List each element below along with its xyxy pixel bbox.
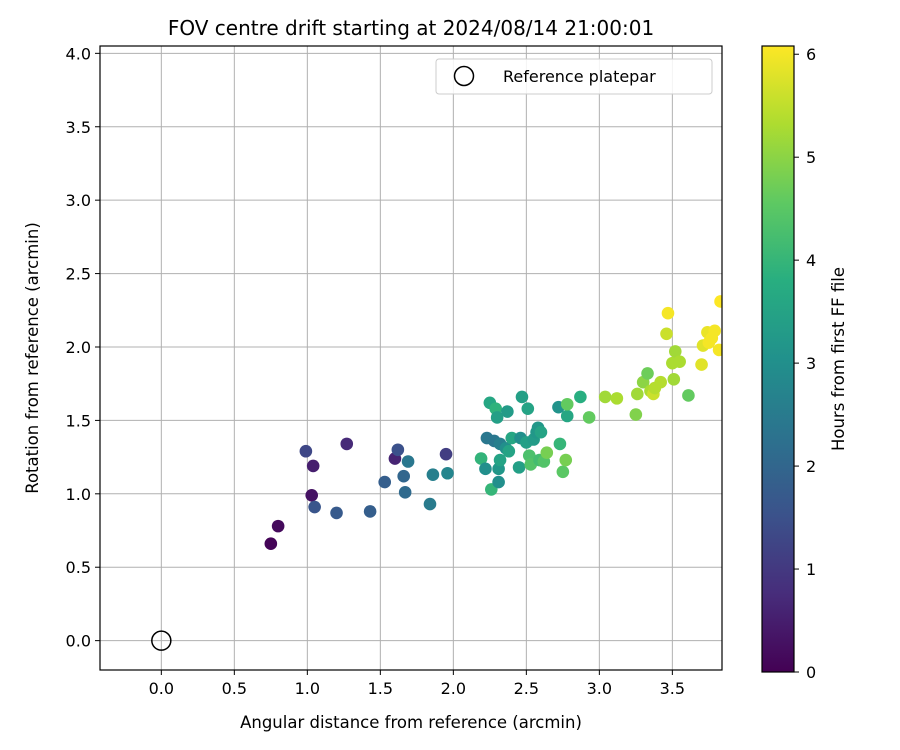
data-point	[423, 497, 437, 511]
legend: Reference platepar	[435, 58, 713, 95]
data-point	[660, 327, 673, 341]
data-point	[515, 390, 529, 404]
data-point	[308, 500, 321, 514]
x-tick-label: 3.5	[660, 679, 685, 698]
data-point	[401, 455, 415, 468]
grid-lines	[100, 46, 722, 670]
colorbar-tick-label: 6	[806, 45, 816, 64]
data-point	[479, 462, 492, 476]
data-point	[574, 390, 587, 404]
colorbar-tick-label: 2	[806, 457, 816, 476]
data-point	[391, 443, 405, 457]
data-point	[560, 397, 574, 411]
data-point	[668, 345, 682, 358]
y-tick-label: 2.0	[66, 338, 91, 357]
colorbar-label: Hours from first FF file	[829, 267, 848, 451]
data-point	[521, 402, 535, 415]
y-axis-ticks: 0.0 0.5 1.0 1.5 2.0 2.5 3.0 3.5 4.0	[66, 44, 100, 651]
data-point	[582, 411, 596, 424]
reference-point-marker	[151, 630, 172, 651]
data-point	[340, 437, 354, 451]
data-point	[264, 537, 278, 551]
data-point	[534, 425, 548, 439]
data-point	[505, 431, 519, 445]
data-point	[398, 486, 412, 499]
data-point	[330, 506, 343, 520]
data-point	[426, 468, 440, 482]
colorbar-ticks: 0 1 2 3 4 5 6	[794, 45, 816, 682]
x-axis-ticks: 0.0 0.5 1.0 1.5 2.0 2.5 3.0 3.5	[149, 670, 685, 698]
plot-area	[100, 46, 722, 670]
data-point	[502, 444, 516, 458]
scatter-points	[264, 295, 722, 551]
data-point	[714, 295, 722, 308]
colorbar-tick-label: 4	[806, 251, 816, 270]
colorbar-tick-label: 5	[806, 148, 816, 167]
data-point	[271, 519, 285, 533]
data-point	[540, 446, 554, 460]
data-point	[641, 367, 654, 380]
data-point	[474, 452, 488, 465]
data-point	[629, 408, 643, 421]
data-point	[559, 453, 573, 467]
y-axis-label: Rotation from reference (arcmin)	[23, 222, 42, 494]
chart-title: FOV centre drift starting at 2024/08/14 …	[168, 16, 654, 40]
data-point	[306, 459, 320, 473]
data-point	[598, 390, 612, 404]
x-tick-label: 0.0	[149, 679, 174, 698]
x-tick-label: 2.0	[441, 679, 466, 698]
x-tick-label: 0.5	[222, 679, 247, 698]
data-point	[610, 392, 624, 405]
x-tick-label: 1.0	[295, 679, 320, 698]
legend-entry-reference: Reference platepar	[503, 67, 656, 86]
x-tick-label: 2.5	[514, 679, 539, 698]
y-tick-label: 4.0	[66, 44, 91, 63]
data-point	[667, 372, 681, 386]
x-tick-label: 1.5	[368, 679, 393, 698]
y-tick-label: 1.0	[66, 485, 91, 504]
data-point	[439, 447, 453, 461]
data-point	[305, 488, 319, 502]
data-point	[560, 409, 574, 423]
legend-box	[435, 58, 713, 95]
data-point	[673, 355, 686, 368]
colorbar-tick-label: 0	[806, 663, 816, 682]
y-tick-label: 2.5	[66, 265, 91, 284]
colorbar-tick-label: 1	[806, 560, 816, 579]
colorbar	[761, 45, 795, 673]
data-point	[501, 405, 514, 418]
colorbar-tick-label: 3	[806, 354, 816, 373]
data-point	[661, 306, 675, 320]
plot-frame	[99, 45, 723, 671]
data-point	[441, 466, 454, 480]
y-tick-label: 3.5	[66, 118, 91, 137]
data-point	[631, 387, 644, 401]
data-point	[492, 475, 505, 489]
legend-marker-icon	[453, 65, 475, 87]
data-point	[299, 444, 313, 458]
data-point	[682, 389, 695, 402]
data-point	[654, 375, 667, 389]
y-tick-label: 0.0	[66, 632, 91, 651]
data-point	[556, 465, 570, 479]
x-tick-label: 3.0	[587, 679, 612, 698]
data-point	[695, 358, 708, 371]
data-point	[397, 469, 410, 483]
data-point	[490, 411, 504, 424]
data-point	[363, 505, 377, 518]
data-point	[553, 437, 567, 451]
data-point	[712, 343, 722, 357]
data-point	[378, 475, 392, 489]
data-point	[512, 461, 526, 474]
y-tick-label: 3.0	[66, 191, 91, 210]
data-point	[708, 324, 721, 338]
y-tick-label: 1.5	[66, 411, 91, 430]
x-axis-label: Angular distance from reference (arcmin)	[240, 713, 582, 732]
data-point	[493, 453, 507, 467]
y-tick-label: 0.5	[66, 558, 91, 577]
